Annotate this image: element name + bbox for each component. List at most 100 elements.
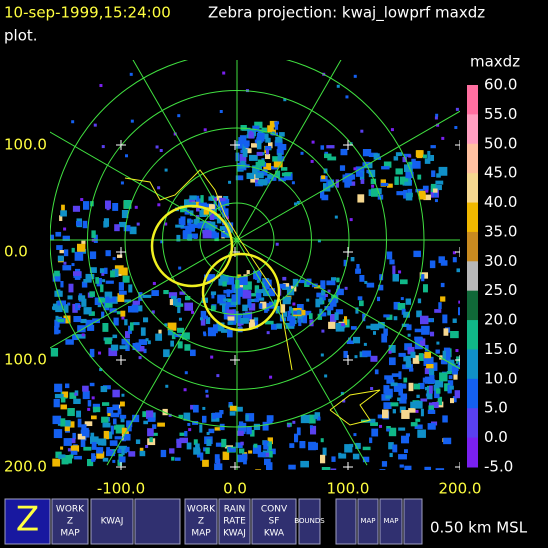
toolbar-button[interactable]: BOUNDS [294, 498, 325, 545]
toolbar-button[interactable]: WORK Z MAP [184, 498, 218, 545]
echo [405, 433, 411, 437]
echo [362, 446, 371, 451]
colorbar-swatch [467, 173, 478, 204]
echo [251, 293, 260, 297]
echo [415, 409, 419, 413]
y-label: 0.0 [4, 243, 28, 261]
echo [69, 438, 76, 444]
toolbar-button[interactable] [403, 498, 423, 545]
echo [171, 332, 176, 340]
echo [378, 322, 385, 329]
echo [101, 272, 105, 276]
echo [423, 284, 428, 293]
toolbar-button[interactable]: WORK Z MAP [51, 498, 89, 545]
echo [165, 384, 169, 388]
echo [60, 446, 64, 450]
echo [414, 424, 423, 429]
echo [83, 446, 92, 451]
echo [308, 441, 316, 451]
echo [124, 299, 132, 303]
colorbar-label: 0.0 [484, 428, 508, 446]
echo [138, 356, 142, 360]
echo [219, 197, 226, 202]
echo [338, 453, 347, 459]
echo [370, 387, 374, 391]
echo [188, 224, 196, 232]
toolbar-button[interactable]: CONV SF KWA [251, 498, 297, 545]
echo [178, 414, 184, 419]
echo [407, 346, 415, 355]
echo [360, 129, 364, 133]
echo [381, 333, 388, 343]
echo [253, 317, 259, 321]
echo [255, 172, 264, 179]
echo [251, 143, 259, 148]
echo [63, 315, 71, 324]
echo [343, 350, 348, 358]
echo [267, 443, 271, 447]
echo [420, 315, 429, 325]
echo [294, 433, 299, 443]
echo [168, 292, 178, 298]
toolbar-button[interactable]: MAP [357, 498, 379, 545]
echo [326, 145, 335, 149]
echo [407, 188, 413, 196]
echo [390, 382, 398, 386]
echo [266, 331, 270, 335]
echo [440, 282, 445, 288]
echo [89, 291, 95, 297]
echo [377, 296, 381, 302]
echo [269, 166, 278, 170]
echo [379, 274, 384, 281]
toolbar-button[interactable]: RAIN RATE KWAJ [218, 498, 251, 545]
echo [343, 259, 347, 267]
echo [359, 275, 365, 282]
echo [152, 281, 156, 285]
echo [418, 190, 426, 200]
button-face [379, 498, 403, 545]
echo [398, 371, 402, 380]
echo [246, 270, 250, 275]
echo [423, 194, 431, 201]
toolbar-button[interactable] [134, 498, 181, 545]
echo [88, 311, 95, 316]
echo [200, 452, 204, 461]
echo [83, 307, 92, 315]
echo [416, 150, 423, 159]
toolbar-button[interactable]: MAP [379, 498, 403, 545]
echo [179, 432, 188, 436]
echo [158, 329, 162, 334]
echo [444, 383, 450, 392]
button-label: Z [16, 500, 39, 540]
echo [404, 181, 408, 185]
colorbar-label: 55.0 [484, 105, 517, 123]
toolbar-button[interactable]: Z [4, 498, 51, 545]
echo [450, 331, 459, 339]
echo [63, 438, 72, 446]
echo [106, 296, 110, 300]
echo [128, 451, 136, 457]
echo [452, 251, 456, 255]
echo [416, 394, 420, 399]
echo [355, 442, 361, 449]
echo [55, 303, 63, 313]
colorbar-swatch [467, 85, 478, 115]
echo [235, 288, 243, 297]
echo [120, 181, 124, 185]
echo [350, 257, 355, 262]
toolbar-button[interactable]: KWAJ [90, 498, 134, 545]
echo [240, 441, 244, 446]
button-label: WORK [56, 505, 85, 515]
echo [198, 202, 207, 207]
echo [370, 355, 378, 362]
echo [96, 451, 105, 459]
cross [116, 140, 126, 150]
toolbar-button[interactable] [335, 498, 357, 545]
echo [252, 320, 259, 329]
echo [331, 456, 336, 462]
echo [77, 418, 82, 428]
echo [255, 161, 262, 168]
echo [102, 279, 106, 283]
echo [72, 432, 76, 440]
echo [191, 310, 195, 314]
